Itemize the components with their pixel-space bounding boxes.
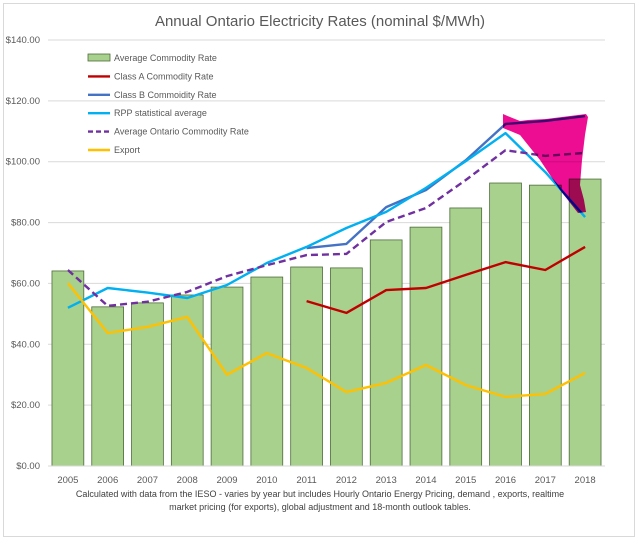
line-class-a-commodity-rate — [306, 245, 586, 315]
y-tick-label: $40.00 — [11, 339, 40, 350]
x-tick-label: 2008 — [177, 475, 198, 486]
line-export — [66, 282, 586, 399]
line-average-ontario-commodity-rate — [67, 148, 586, 308]
annotation-layer — [503, 114, 588, 213]
x-tick-label: 2017 — [535, 475, 556, 486]
x-tick-label: 2006 — [97, 475, 118, 486]
legend-label: Class A Commodity Rate — [114, 71, 214, 81]
bar-2014 — [409, 226, 443, 467]
y-tick-label: $120.00 — [6, 96, 40, 107]
y-tick-label: $80.00 — [11, 218, 40, 229]
y-tick-label: $60.00 — [11, 278, 40, 289]
bar-2008 — [170, 294, 204, 467]
x-tick-label: 2005 — [57, 475, 78, 486]
bar-2015 — [449, 207, 483, 467]
x-tick-label: 2012 — [336, 475, 357, 486]
legend-label: Average Ontario Commodity Rate — [114, 127, 249, 137]
x-tick-label: 2018 — [575, 475, 596, 486]
legend-label: RPP statistical average — [114, 108, 207, 118]
bar-2005 — [51, 270, 85, 467]
y-axis-ticks: $0.00 $20.00 $40.00 $60.00 $80.00 $100.00 $120… — [6, 35, 40, 472]
bar-2011 — [290, 266, 323, 467]
bar-2016 — [489, 182, 522, 467]
legend-label: Class B Commoidity Rate — [114, 90, 217, 100]
x-axis-ticks: 2005 2006 2007 2008 2009 2010 2011 2012 2013 2014… — [57, 475, 595, 486]
x-tick-label: 2009 — [216, 475, 237, 486]
line-rpp-statistical-average — [67, 131, 586, 309]
bar-2017 — [529, 184, 562, 467]
x-tick-label: 2011 — [296, 475, 316, 486]
legend-label: Average Commodity Rate — [114, 53, 217, 63]
bar-series — [51, 178, 602, 467]
x-tick-label: 2015 — [455, 475, 476, 486]
legend-swatch — [87, 53, 111, 62]
bar-2013 — [369, 239, 403, 467]
y-tick-label: $20.00 — [11, 400, 40, 411]
x-tick-label: 2007 — [137, 475, 158, 486]
y-tick-label: $0.00 — [16, 461, 40, 472]
bar-2018 — [568, 178, 602, 467]
chart-title: Annual Ontario Electricity Rates (nomina… — [155, 13, 485, 30]
highlight-scribble — [503, 114, 588, 213]
bar-2012 — [330, 267, 363, 467]
x-tick-label: 2013 — [376, 475, 397, 486]
y-tick-label: $100.00 — [6, 157, 40, 168]
footnote-line-2: market pricing (for exports), global adj… — [169, 502, 471, 512]
x-tick-label: 2016 — [495, 475, 516, 486]
legend: Average Commodity Rate Class A Commodity … — [87, 53, 249, 155]
y-tick-label: $140.00 — [6, 35, 40, 46]
bar-2010 — [250, 276, 284, 467]
x-tick-label: 2014 — [415, 475, 436, 486]
bar-2009 — [210, 286, 244, 467]
bar-2007 — [131, 302, 164, 467]
footnote-line-1: Calculated with data from the IESO - var… — [76, 489, 564, 499]
x-tick-label: 2010 — [256, 475, 277, 486]
legend-label: Export — [114, 145, 141, 155]
